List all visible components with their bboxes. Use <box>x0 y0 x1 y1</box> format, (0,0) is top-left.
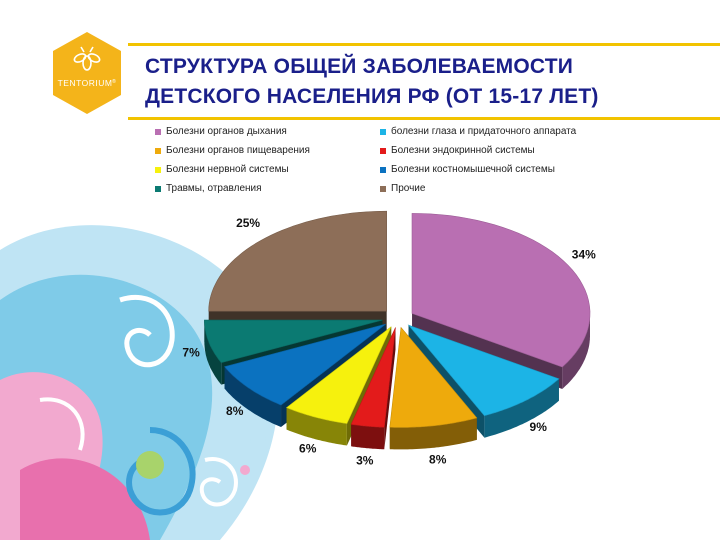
title-line-1: СТРУКТУРА ОБЩЕЙ ЗАБОЛЕВАЕМОСТИ <box>145 55 574 78</box>
legend-item: Травмы, отравления <box>155 183 262 194</box>
pie-slice-wall <box>384 327 396 450</box>
legend-item: Болезни костномышечной системы <box>380 164 555 175</box>
page-title: СТРУКТУРА ОБЩЕЙ ЗАБОЛЕВАЕМОСТИ ДЕТСКОГО … <box>145 52 705 112</box>
legend-swatch <box>155 128 161 135</box>
top-accent-line <box>128 43 720 46</box>
pie-slice-top <box>204 319 383 364</box>
legend-swatch <box>380 147 386 154</box>
legend-label: болезни глаза и придаточного аппарата <box>391 126 577 137</box>
legend-item: Болезни органов пищеварения <box>155 145 310 156</box>
pie-slice-side <box>562 313 590 389</box>
pie-slice-side <box>484 378 559 438</box>
legend-label: Болезни костномышечной системы <box>391 164 555 175</box>
logo-registered-mark: ® <box>112 78 116 85</box>
data-label: 25% <box>236 216 260 230</box>
legend-item: болезни глаза и придаточного аппарата <box>380 126 576 137</box>
pie-slice-top <box>407 324 560 417</box>
legend-swatch <box>380 185 386 192</box>
legend-item: Болезни нервной системы <box>155 164 289 175</box>
pie-slice <box>350 327 396 450</box>
legend-label: Болезни органов пищеварения <box>166 145 310 156</box>
legend-swatch <box>380 128 386 135</box>
data-label: 9% <box>530 420 548 434</box>
data-label: 8% <box>226 404 244 418</box>
data-label: 3% <box>356 453 374 467</box>
legend-swatch <box>155 185 161 192</box>
legend-label: Прочие <box>391 183 426 194</box>
data-label: 34% <box>572 248 596 262</box>
legend-label: Травмы, отравления <box>166 183 262 194</box>
bottom-accent-line <box>128 117 720 120</box>
data-label: 6% <box>299 442 317 456</box>
pie-slice-top <box>389 326 478 428</box>
legend-label: Болезни эндокринной системы <box>391 145 535 156</box>
data-label: 8% <box>429 453 447 467</box>
pie-slice-side <box>286 407 347 446</box>
legend-item: Болезни эндокринной системы <box>380 145 535 156</box>
legend-item: Прочие <box>380 183 425 194</box>
title-line-2: ДЕТСКОГО НАСЕЛЕНИЯ РФ (ОТ 15-17 ЛЕТ) <box>145 85 599 108</box>
pie-slice-top <box>208 210 388 312</box>
legend-label: Болезни органов дыхания <box>166 126 287 137</box>
legend-label: Болезни нервной системы <box>166 164 289 175</box>
legend-swatch <box>380 166 386 173</box>
data-label: 7% <box>182 346 200 360</box>
tentorium-logo: TENTORIUM ® <box>53 32 121 114</box>
logo-text: TENTORIUM <box>58 78 113 88</box>
pie-slice-top <box>285 326 392 424</box>
pie-slice <box>389 326 478 450</box>
legend-swatch <box>155 166 161 173</box>
pie-slice-side <box>389 417 477 450</box>
pie-slice-top <box>224 323 386 406</box>
bee-icon <box>73 46 101 71</box>
pie-slice-side <box>224 366 281 427</box>
pie-slice-top <box>411 213 591 368</box>
pie-slice-side <box>204 320 222 385</box>
pie-slice-side <box>351 424 385 450</box>
legend-item: Болезни органов дыхания <box>155 126 287 137</box>
pie-slice-top <box>350 327 396 428</box>
legend-swatch <box>155 147 161 154</box>
